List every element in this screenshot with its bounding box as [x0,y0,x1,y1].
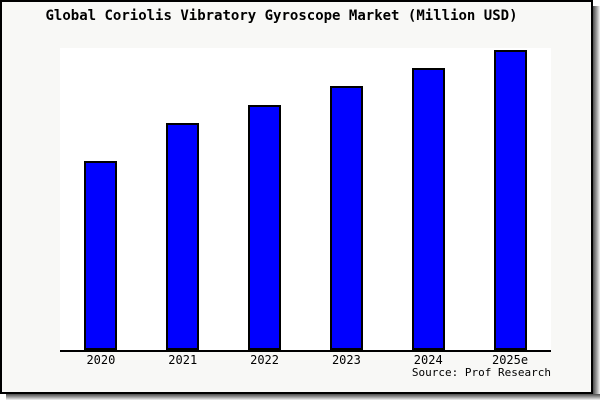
x-axis-label-2024: 2024 [413,353,443,367]
bar-cell-2023 [305,48,387,350]
drop-shadow-right [593,6,600,394]
x-axis-label-2021: 2021 [168,353,198,367]
bar-cell-2024 [387,48,469,350]
chart-title: Global Coriolis Vibratory Gyroscope Mark… [45,8,518,24]
x-axis-label-2025e: 2025e [491,353,529,367]
bar-cell-2021 [142,48,224,350]
x-axis-label-2023: 2023 [331,353,361,367]
bar-2024 [411,68,445,350]
bar-cell-2025e [469,48,551,350]
bar-cell-2022 [224,48,306,350]
drop-shadow-bottom [6,394,600,400]
x-axis-label-2022: 2022 [250,353,280,367]
x-axis: 2020 2021 2022 2023 2024 2025e [60,353,551,367]
chart-window: Global Coriolis Vibratory Gyroscope Mark… [0,0,593,394]
plot-area [60,48,551,352]
x-axis-label-2020: 2020 [86,353,116,367]
bar-2022 [248,105,282,350]
bar-cell-2020 [60,48,142,350]
source-note: Source: Prof Research [411,366,551,379]
bar-2021 [166,123,200,350]
bar-2025e [493,50,527,350]
bar-2023 [329,86,363,350]
bar-2020 [84,161,118,350]
